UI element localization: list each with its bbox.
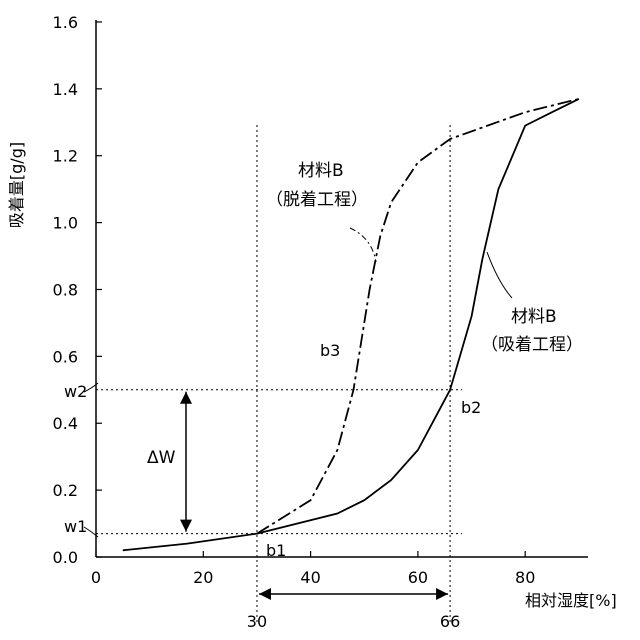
- y-tick-label: 1.4: [53, 80, 78, 99]
- desorption-leader: [350, 228, 376, 262]
- adsorption-label-line2: （吸着工程）: [481, 335, 583, 355]
- desorption-label-line2: （脱着工程）: [266, 190, 368, 210]
- x-marker-30: 30: [247, 612, 267, 631]
- desorption-label-line1: 材料B: [298, 161, 344, 181]
- y-tick-label: 1.6: [53, 13, 78, 32]
- x-marker-66: 66: [440, 612, 460, 631]
- y-tick-group: 0.0 0.2 0.4 0.6 0.8 1.0 1.2 1.4 1.6: [53, 13, 102, 567]
- delta-w-label: ΔW: [147, 448, 176, 468]
- point-label-b3: b3: [320, 341, 340, 360]
- adsorption-label-line1: 材料B: [511, 307, 557, 327]
- y-tick-label: 1.2: [53, 147, 78, 166]
- y-tick-label: 1.0: [53, 214, 78, 233]
- y-tick-label: 0.0: [53, 548, 78, 567]
- point-label-b2: b2: [461, 398, 481, 417]
- y-tick-label: 0.2: [53, 481, 78, 500]
- point-label-b1: b1: [266, 541, 286, 560]
- w1-label: w1: [64, 517, 87, 536]
- w2-label: w2: [64, 382, 87, 401]
- y-axis-label: 吸着量[g/g]: [7, 142, 26, 228]
- x-axis-label: 相対湿度[%]: [525, 591, 617, 610]
- adsorption-leader: [487, 252, 512, 298]
- x-tick-label: 80: [515, 568, 535, 587]
- y-tick-label: 0.6: [53, 347, 78, 366]
- y-tick-label: 0.4: [53, 414, 78, 433]
- x-tick-label: 20: [193, 568, 213, 587]
- x-tick-label: 0: [91, 568, 101, 587]
- x-tick-label: 40: [300, 568, 320, 587]
- x-tick-label: 60: [408, 568, 428, 587]
- y-tick-label: 0.8: [53, 280, 78, 299]
